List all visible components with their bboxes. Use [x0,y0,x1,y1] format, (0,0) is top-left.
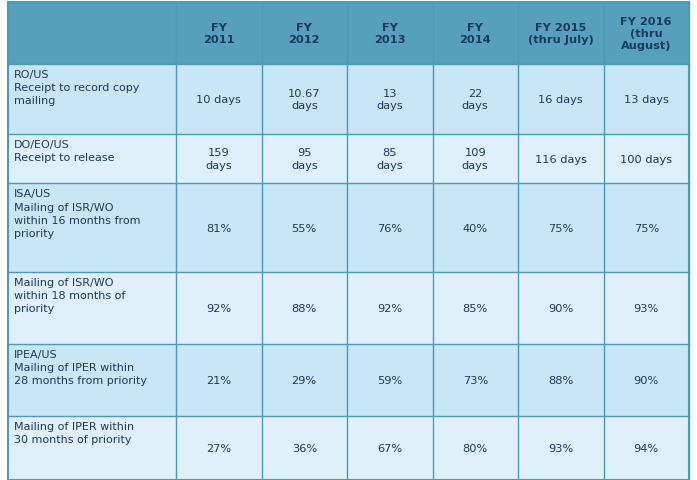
Text: 22
days: 22 days [462,88,489,111]
Bar [8,65,689,134]
Text: 16 days: 16 days [538,95,583,105]
Text: 76%: 76% [377,223,402,233]
Bar [8,3,689,65]
Text: 92%: 92% [206,303,231,313]
Text: 80%: 80% [463,443,488,453]
Bar [8,273,689,344]
Text: 67%: 67% [377,443,402,453]
Text: FY
2013: FY 2013 [374,23,406,45]
Text: 88%: 88% [548,375,574,385]
Text: 55%: 55% [291,223,317,233]
Bar [8,344,689,416]
Text: Mailing of ISR/WO
within 18 months of
priority: Mailing of ISR/WO within 18 months of pr… [14,277,125,314]
Text: FY
2014: FY 2014 [459,23,491,45]
Text: 95
days: 95 days [291,148,318,170]
Text: 13 days: 13 days [624,95,668,105]
Bar [8,184,689,273]
Text: FY
2011: FY 2011 [203,23,234,45]
Text: 85
days: 85 days [376,148,403,170]
Text: 13
days: 13 days [376,88,403,111]
Text: DO/EO/US
Receipt to release: DO/EO/US Receipt to release [14,139,114,163]
Text: 10.67
days: 10.67 days [288,88,321,111]
Text: 94%: 94% [634,443,659,453]
Text: 21%: 21% [206,375,231,385]
Text: 27%: 27% [206,443,231,453]
Text: 100 days: 100 days [620,154,673,164]
Text: 73%: 73% [463,375,488,385]
Text: FY 2015
(thru July): FY 2015 (thru July) [528,23,594,45]
Text: FY 2016
(thru
August): FY 2016 (thru August) [620,17,672,51]
Text: 75%: 75% [548,223,574,233]
Text: 159
days: 159 days [206,148,232,170]
Text: 75%: 75% [634,223,659,233]
Text: 36%: 36% [291,443,317,453]
Text: RO/US
Receipt to record copy
mailing: RO/US Receipt to record copy mailing [14,70,139,106]
Text: Mailing of IPER within
30 months of priority: Mailing of IPER within 30 months of prio… [14,421,134,444]
Text: ISA/US
Mailing of ISR/WO
within 16 months from
priority: ISA/US Mailing of ISR/WO within 16 month… [14,189,141,239]
Text: 93%: 93% [548,443,574,453]
Text: 93%: 93% [634,303,659,313]
Text: 10 days: 10 days [197,95,241,105]
Text: 85%: 85% [463,303,488,313]
Text: 29%: 29% [291,375,317,385]
Text: FY
2012: FY 2012 [289,23,320,45]
Text: 90%: 90% [634,375,659,385]
Text: 40%: 40% [463,223,488,233]
Text: 116 days: 116 days [535,154,587,164]
Text: 81%: 81% [206,223,231,233]
Bar [8,134,689,184]
Bar [8,416,689,480]
Text: 59%: 59% [377,375,402,385]
Text: 109
days: 109 days [462,148,489,170]
Text: 90%: 90% [548,303,574,313]
Text: 88%: 88% [291,303,317,313]
Text: 92%: 92% [377,303,402,313]
Text: IPEA/US
Mailing of IPER within
28 months from priority: IPEA/US Mailing of IPER within 28 months… [14,349,147,385]
